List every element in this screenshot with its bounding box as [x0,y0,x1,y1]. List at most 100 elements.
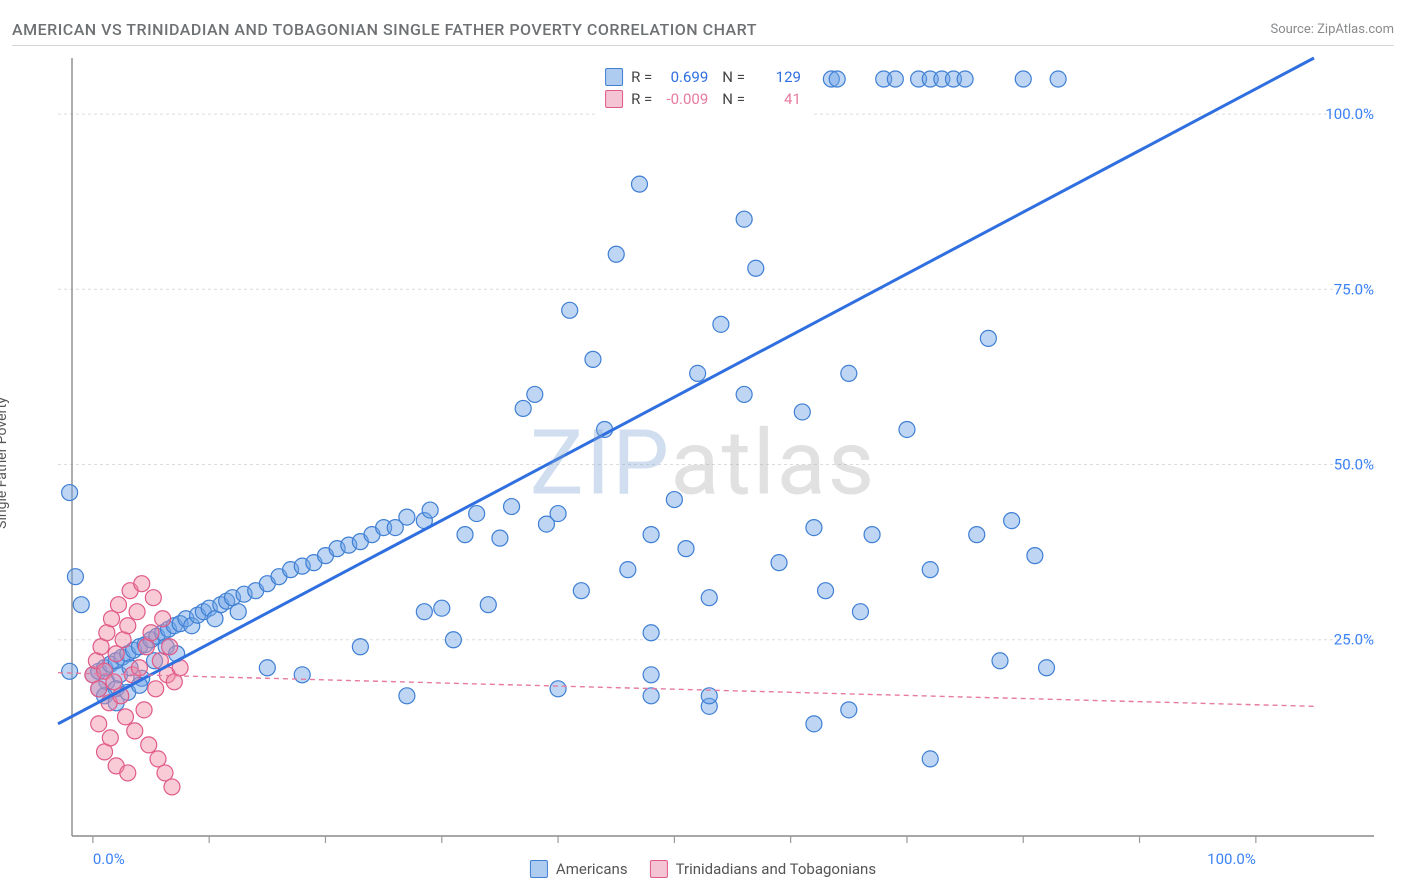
data-point [62,663,78,679]
data-point [1027,548,1043,564]
data-point [922,562,938,578]
trend-line [58,58,1314,724]
data-point [992,653,1008,669]
legend-N-value: 129 [753,68,801,86]
data-point [434,600,450,616]
data-point [399,509,415,525]
data-point [148,681,164,697]
legend-swatch [605,68,623,86]
data-point [127,723,143,739]
data-point [162,639,178,655]
data-point [806,520,822,536]
legend-series-label: Trinidadians and Tobagonians [676,860,876,878]
data-point [1050,71,1066,87]
data-point [155,611,171,627]
data-point [445,632,461,648]
data-point [573,583,589,599]
data-point [91,681,107,697]
y-tick-label: 25.0% [1334,631,1374,649]
data-point [120,618,136,634]
data-point [102,730,118,746]
data-point [608,246,624,262]
data-point [748,260,764,276]
data-point [771,555,787,571]
data-point [829,71,845,87]
data-point [457,527,473,543]
chart-source: Source: ZipAtlas.com [1270,22,1394,37]
legend-R-value: 0.699 [660,68,708,86]
data-point [136,702,152,718]
data-point [736,211,752,227]
trend-line [58,673,1314,707]
legend-R-label: R = [631,90,652,108]
data-point [480,597,496,613]
data-point [145,590,161,606]
data-point [643,688,659,704]
legend-N-label: N = [722,90,745,108]
data-point [980,330,996,346]
chart-title: AMERICAN VS TRINIDADIAN AND TOBAGONIAN S… [12,20,757,39]
data-point [352,639,368,655]
legend-R-value: -0.009 [660,90,708,108]
legend-R-label: R = [631,68,652,86]
data-point [134,576,150,592]
y-tick-label: 75.0% [1334,280,1374,298]
legend-series-item: Trinidadians and Tobagonians [650,860,876,878]
plot-area: Single Father Poverty ZIPatlas 0.0%100.0… [12,48,1394,878]
data-point [841,365,857,381]
data-point [399,688,415,704]
source-prefix: Source: [1270,22,1317,37]
data-point [818,583,834,599]
data-point [110,597,126,613]
data-point [131,660,147,676]
data-point [1015,71,1031,87]
data-point [1039,660,1055,676]
x-tick-label: 100.0% [1207,850,1256,868]
data-point [91,716,107,732]
data-point [422,502,438,518]
data-point [678,541,694,557]
data-point [515,400,531,416]
data-point [129,604,145,620]
data-point [585,351,601,367]
data-point [527,386,543,402]
data-point [550,681,566,697]
data-point [806,716,822,732]
data-point [230,604,246,620]
data-point [922,751,938,767]
data-point [864,527,880,543]
data-point [899,421,915,437]
data-point [957,71,973,87]
data-point [550,506,566,522]
data-point [666,492,682,508]
legend-N-value: 41 [753,90,801,108]
data-point [736,386,752,402]
correlation-legend: R = 0.699 N = 129 R = -0.009 N = 41 [595,62,811,116]
data-point [504,499,520,515]
data-point [117,709,133,725]
y-tick-label: 100.0% [1325,105,1374,123]
data-point [643,527,659,543]
data-point [120,765,136,781]
data-point [259,660,275,676]
x-tick-label: 0.0% [93,850,125,868]
y-axis-label: Single Father Poverty [0,397,10,529]
data-point [969,527,985,543]
legend-series-item: Americans [530,860,628,878]
legend-swatch [605,90,623,108]
legend-stat-row: R = -0.009 N = 41 [605,88,801,110]
data-point [141,737,157,753]
data-point [73,597,89,613]
data-point [690,365,706,381]
source-name: ZipAtlas.com [1317,22,1394,37]
data-point [643,667,659,683]
data-point [794,404,810,420]
data-point [62,485,78,501]
data-point [67,569,83,585]
legend-swatch [650,860,668,878]
data-point [562,302,578,318]
data-point [143,625,159,641]
data-point [294,667,310,683]
legend-swatch [530,860,548,878]
scatter-plot: 0.0%100.0%25.0%50.0%75.0%100.0% [46,48,1394,878]
